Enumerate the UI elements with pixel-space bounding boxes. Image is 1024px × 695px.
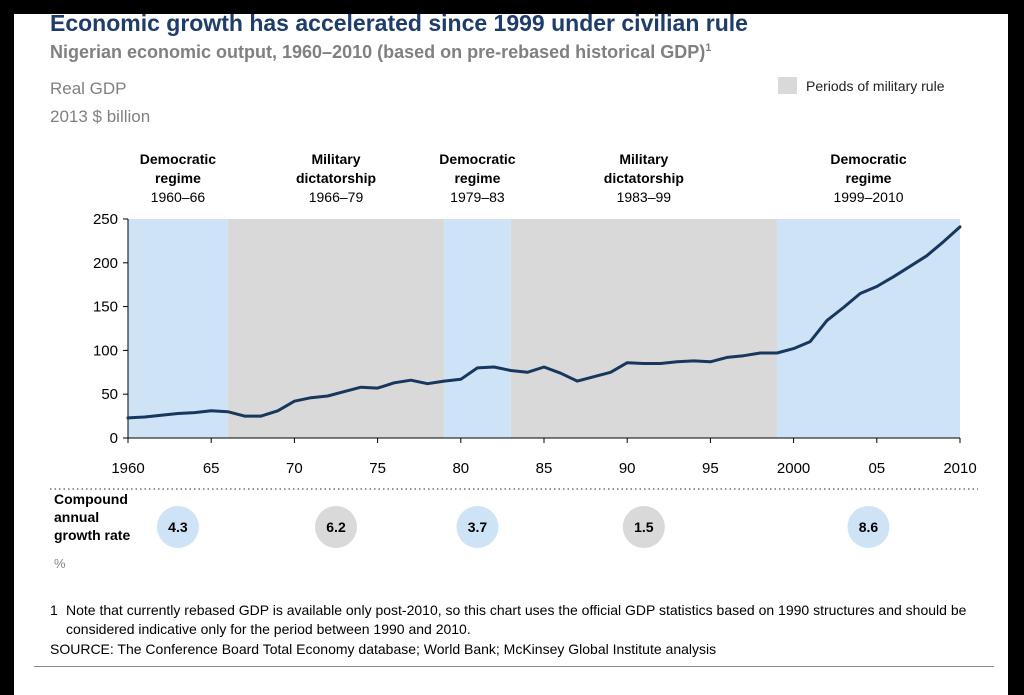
x-tick-label: 65: [203, 460, 220, 477]
regime-name: regime: [155, 170, 201, 186]
cagr-value: 6.2: [326, 519, 346, 535]
footnote-text: Note that currently rebased GDP is avail…: [66, 602, 967, 637]
unit-label-currency: 2013 $ billion: [50, 107, 151, 126]
bottom-divider: [34, 666, 994, 667]
cagr-label: Compound annual growth rate: [54, 490, 130, 544]
regime-years: 1983–99: [617, 189, 672, 205]
cagr-unit: %: [54, 556, 66, 571]
cagr-bubble: [156, 506, 199, 548]
regime-name: Military: [619, 151, 668, 167]
gdp-series-line: [126, 225, 962, 420]
y-tick-label: 250: [93, 211, 118, 228]
regime-band-democratic: [776, 219, 960, 438]
chart-subtitle: Nigerian economic output, 1960–2010 (bas…: [50, 42, 712, 62]
regime-name: regime: [846, 170, 892, 186]
x-tick-label: 75: [369, 460, 386, 477]
regime-name: Military: [311, 151, 360, 167]
x-tick-label: 80: [452, 460, 469, 477]
regime-years: 1966–79: [309, 189, 364, 205]
regime-years: 1999–2010: [833, 189, 903, 205]
cagr-value: 4.3: [168, 519, 188, 535]
x-tick-label: 05: [868, 460, 885, 477]
cagr-label-line: growth rate: [54, 527, 131, 543]
regime-name: Democratic: [140, 151, 216, 167]
legend-label: Periods of military rule: [806, 77, 945, 94]
regime-band-military: [227, 219, 445, 438]
source-note: SOURCE: The Conference Board Total Econo…: [50, 641, 717, 657]
y-tick-label: 150: [93, 299, 118, 316]
regime-band-democratic: [444, 219, 511, 438]
x-tick-label: 90: [619, 460, 636, 477]
cagr-value: 1.5: [634, 519, 654, 535]
cagr-label-line: Compound: [54, 491, 128, 507]
regime-band-democratic: [128, 219, 228, 438]
regime-band-military: [510, 219, 777, 438]
footnote: 1 Note that currently rebased GDP is ava…: [50, 601, 980, 639]
footnote-number: 1: [50, 602, 58, 618]
legend-swatch-military: [778, 77, 797, 94]
cagr-label-line: annual: [54, 509, 100, 525]
regime-name: dictatorship: [604, 170, 684, 186]
x-tick-label: 70: [286, 460, 303, 477]
x-tick-label: 1960: [111, 460, 144, 477]
y-tick-label: 100: [93, 342, 118, 359]
legend: Periods of military rule: [778, 77, 945, 94]
regime-years: 1960–66: [151, 189, 206, 205]
cagr-bubble: [847, 506, 890, 548]
regime-name: Democratic: [830, 151, 906, 167]
y-tick-label: 0: [110, 430, 118, 447]
y-tick-label: 200: [93, 255, 118, 272]
unit-label-metric: Real GDP: [50, 79, 127, 98]
chart-title: Economic growth has accelerated since 19…: [50, 10, 748, 36]
y-tick-label: 50: [101, 386, 118, 403]
x-tick-label: 85: [536, 460, 553, 477]
footnote-marker: 1: [705, 42, 712, 54]
cagr-bubble: [622, 506, 665, 548]
x-tick-label: 2000: [777, 460, 810, 477]
regime-name: dictatorship: [296, 170, 376, 186]
regime-years: 1979–83: [450, 189, 505, 205]
regime-name: regime: [454, 170, 500, 186]
x-tick-label: 2010: [943, 460, 976, 477]
cagr-bubble: [456, 506, 499, 548]
regime-name: Democratic: [439, 151, 515, 167]
cagr-bubble: [315, 506, 357, 548]
cagr-value: 3.7: [468, 519, 488, 535]
cagr-value: 8.6: [859, 519, 879, 535]
x-tick-label: 95: [702, 460, 719, 477]
